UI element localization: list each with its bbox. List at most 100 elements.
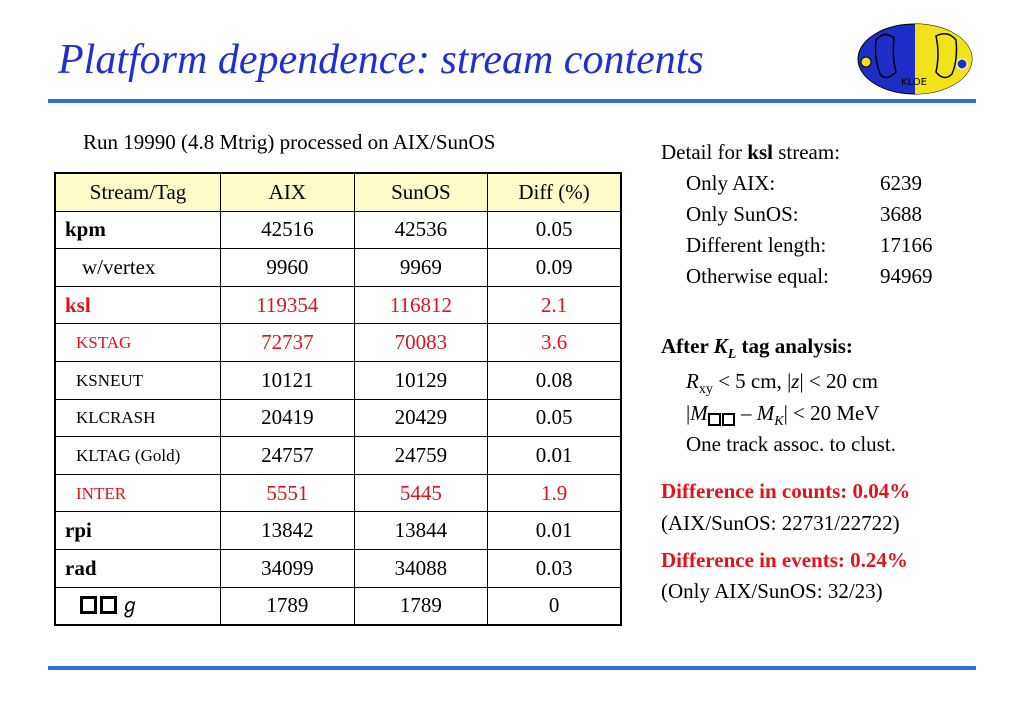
detail-value: 17166 bbox=[880, 233, 933, 257]
row-name: KLCRASH bbox=[54, 398, 222, 438]
table-row: kpm 42516 42536 0.05 bbox=[54, 210, 622, 250]
row-name: KSTAG bbox=[54, 323, 222, 362]
detail-value: 94969 bbox=[880, 264, 933, 288]
row-name: kpm bbox=[54, 210, 222, 250]
cut-mass-k: K bbox=[774, 414, 784, 430]
detail-prefix: Detail for bbox=[661, 140, 748, 164]
detail-value: 6239 bbox=[880, 171, 922, 195]
cut-mass-mk: M bbox=[756, 401, 775, 425]
row-name: w/vertex bbox=[54, 248, 222, 287]
row-sunos: 13844 bbox=[353, 511, 489, 550]
cut-z: z bbox=[791, 369, 800, 393]
row-aix: 42516 bbox=[220, 210, 355, 250]
detail-label: Only SunOS: bbox=[686, 202, 799, 226]
row-diff: 0.08 bbox=[487, 360, 622, 400]
top-rule bbox=[48, 99, 976, 103]
pi-pi-gamma-symbol: ℊ bbox=[54, 586, 222, 626]
diff-counts-heading: Difference in counts: 0.04% bbox=[661, 479, 911, 503]
gamma-glyph-icon: ℊ bbox=[120, 595, 140, 618]
header-stream-tag: Stream/Tag bbox=[54, 172, 222, 212]
table-row: KSNEUT 10121 10129 0.08 bbox=[54, 360, 622, 400]
row-sunos: 9969 bbox=[353, 248, 489, 287]
row-sunos: 116812 bbox=[353, 285, 489, 325]
detail-suffix: stream: bbox=[772, 140, 841, 164]
logo-text: KLOE bbox=[901, 77, 927, 88]
cut-r: R bbox=[686, 369, 699, 393]
table-row: ksl 119354 116812 2.1 bbox=[54, 285, 622, 325]
pi-glyph-icon bbox=[80, 596, 97, 615]
after-k: K bbox=[713, 334, 728, 358]
row-sunos: 20429 bbox=[353, 398, 489, 438]
row-name: ksl bbox=[54, 285, 222, 325]
cut-b: | < 20 cm bbox=[799, 369, 878, 393]
detail-value: 3688 bbox=[880, 202, 922, 226]
row-aix: 72737 bbox=[220, 323, 355, 362]
table-row: rpi 13842 13844 0.01 bbox=[54, 511, 622, 550]
table-header-row: Stream/Tag AIX SunOS Diff (%) bbox=[54, 172, 622, 212]
row-sunos: 1789 bbox=[353, 586, 489, 626]
row-diff: 0.01 bbox=[487, 511, 622, 550]
cut-mass-m: M bbox=[690, 401, 708, 425]
row-aix: 34099 bbox=[220, 548, 355, 588]
row-sunos: 42536 bbox=[353, 210, 489, 250]
cut-mass-c: | < 20 MeV bbox=[783, 401, 880, 425]
bottom-rule bbox=[48, 666, 976, 670]
row-name: INTER bbox=[54, 473, 222, 513]
table-caption: Run 19990 (4.8 Mtrig) processed on AIX/S… bbox=[83, 130, 496, 154]
cut-mass-b: – bbox=[735, 401, 757, 425]
detail-heading: Detail for ksl stream: bbox=[661, 140, 840, 165]
row-aix: 20419 bbox=[220, 398, 355, 438]
diff-events-detail: (Only AIX/SunOS: 32/23) bbox=[661, 579, 883, 603]
row-aix: 1789 bbox=[220, 586, 355, 626]
table-row: KSTAG 72737 70083 3.6 bbox=[54, 323, 622, 362]
row-sunos: 70083 bbox=[353, 323, 489, 362]
header-sunos: SunOS bbox=[353, 172, 489, 212]
row-diff: 1.9 bbox=[487, 473, 622, 513]
detail-label: Different length: bbox=[686, 233, 827, 257]
diff-counts-detail: (AIX/SunOS: 22731/22722) bbox=[661, 511, 900, 535]
header-diff: Diff (%) bbox=[487, 172, 622, 212]
detail-stream: ksl bbox=[747, 140, 773, 164]
header-aix: AIX bbox=[220, 172, 355, 212]
row-name: KSNEUT bbox=[54, 360, 222, 400]
diff-events-heading: Difference in events: 0.24% bbox=[661, 548, 908, 572]
row-sunos: 24759 bbox=[353, 436, 489, 475]
row-diff: 0.09 bbox=[487, 248, 622, 287]
row-diff: 0.05 bbox=[487, 210, 622, 250]
cut-mass-a: | bbox=[686, 401, 691, 425]
page-title: Platform dependence: stream contents bbox=[58, 37, 704, 83]
table-row: ℊ 1789 1789 0 bbox=[54, 586, 622, 626]
pi-glyph-icon bbox=[100, 596, 117, 615]
row-sunos: 34088 bbox=[353, 548, 489, 588]
cut-radius: Rxy < 5 cm, |z| < 20 cm bbox=[686, 369, 878, 398]
row-diff: 2.1 bbox=[487, 285, 622, 325]
row-aix: 9960 bbox=[220, 248, 355, 287]
row-sunos: 10129 bbox=[353, 360, 489, 400]
table-row: INTER 5551 5445 1.9 bbox=[54, 473, 622, 513]
row-diff: 0.01 bbox=[487, 436, 622, 475]
after-prefix: After bbox=[661, 334, 714, 358]
after-ksub: L bbox=[727, 347, 737, 363]
cut-a: < 5 cm, | bbox=[712, 369, 792, 393]
table-row: KLTAG (Gold) 24757 24759 0.01 bbox=[54, 436, 622, 475]
row-name: rad bbox=[54, 548, 222, 588]
row-name: rpi bbox=[54, 511, 222, 550]
row-diff: 0 bbox=[487, 586, 622, 626]
row-diff: 3.6 bbox=[487, 323, 622, 362]
cut-track: One track assoc. to clust. bbox=[686, 432, 896, 456]
row-aix: 119354 bbox=[220, 285, 355, 325]
row-diff: 0.03 bbox=[487, 548, 622, 588]
table-row: w/vertex 9960 9969 0.09 bbox=[54, 248, 622, 287]
row-diff: 0.05 bbox=[487, 398, 622, 438]
row-aix: 10121 bbox=[220, 360, 355, 400]
stream-table: Stream/Tag AIX SunOS Diff (%) kpm 42516 … bbox=[54, 172, 622, 627]
row-aix: 13842 bbox=[220, 511, 355, 550]
after-suffix: tag analysis: bbox=[736, 334, 853, 358]
detail-label: Otherwise equal: bbox=[686, 264, 829, 288]
detail-label: Only AIX: bbox=[686, 171, 776, 195]
row-aix: 5551 bbox=[220, 473, 355, 513]
after-heading: After KL tag analysis: bbox=[661, 334, 853, 363]
cut-rsub: xy bbox=[698, 382, 713, 398]
cut-mass: |M – MK| < 20 MeV bbox=[686, 401, 880, 430]
row-aix: 24757 bbox=[220, 436, 355, 475]
